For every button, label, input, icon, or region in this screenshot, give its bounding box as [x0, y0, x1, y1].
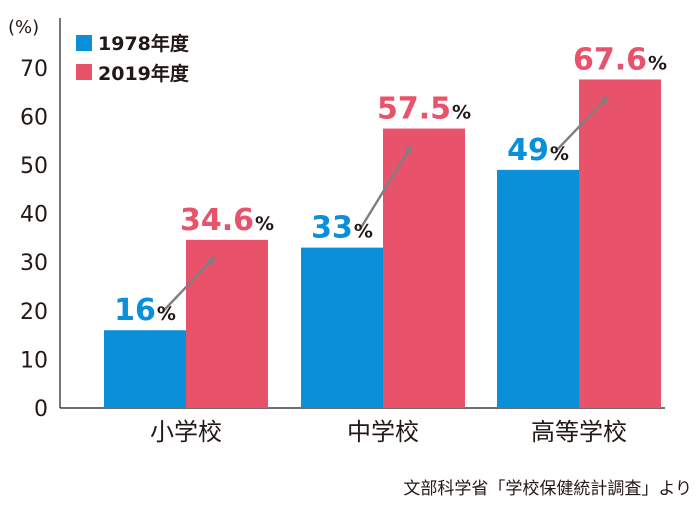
- y-tick-label: 30: [20, 251, 48, 276]
- y-unit-label: (%): [8, 17, 39, 38]
- y-axis: 0 10 20 30 40 50 60 70: [20, 18, 665, 422]
- legend-label-2019: 2019年度: [98, 62, 190, 85]
- category-labels: 小学校 中学校 高等学校: [150, 418, 627, 446]
- bar-0-1: [301, 247, 383, 408]
- source-note: 文部科学省「学校保健統計調査」より: [403, 479, 692, 499]
- legend-label-1978: 1978年度: [98, 32, 190, 55]
- data-label-percent: %: [354, 221, 373, 243]
- data-label-percent: %: [157, 303, 176, 325]
- category-label: 小学校: [150, 418, 222, 446]
- data-label: 49%: [507, 133, 569, 168]
- category-label: 中学校: [347, 418, 419, 446]
- bar-1-2: [579, 79, 661, 409]
- data-labels: 16%34.6% 33%57.5%49%67.6%: [114, 42, 667, 328]
- data-label-number: 33: [311, 211, 353, 246]
- data-label-percent: %: [255, 213, 274, 235]
- legend: 1978年度 2019年度: [76, 32, 190, 85]
- data-label-number: 49: [507, 133, 549, 168]
- legend-swatch-1978: [76, 35, 92, 51]
- data-label: 34.6%: [180, 203, 274, 238]
- bars: [104, 79, 661, 409]
- data-label: 33%: [311, 211, 373, 246]
- bar-0-2: [497, 169, 579, 408]
- arrows: [163, 96, 609, 312]
- data-label: 16%: [114, 293, 176, 328]
- data-label-percent: %: [452, 102, 471, 124]
- increase-arrow: [556, 96, 609, 151]
- y-tick-label: 0: [34, 397, 48, 422]
- y-tick-label: 50: [20, 154, 48, 179]
- bar-0-0: [104, 330, 186, 408]
- y-tick-label: 70: [20, 57, 48, 82]
- y-tick-label: 20: [20, 300, 48, 325]
- category-label: 高等学校: [531, 418, 627, 446]
- y-tick-label: 40: [20, 203, 48, 228]
- increase-arrow: [359, 144, 413, 229]
- data-label: 57.5%: [377, 92, 471, 127]
- data-label: 67.6%: [573, 42, 667, 77]
- y-tick-label: 10: [20, 348, 48, 373]
- legend-swatch-2019: [76, 64, 92, 80]
- data-label-number: 16: [114, 293, 156, 328]
- increase-arrow: [163, 256, 216, 312]
- y-tick-label: 60: [20, 105, 48, 130]
- bar-1-1: [383, 128, 465, 409]
- data-label-number: 34.6: [180, 203, 254, 238]
- data-label-number: 67.6: [573, 42, 647, 77]
- bar-1-0: [186, 239, 268, 408]
- data-label-percent: %: [648, 52, 667, 74]
- data-label-percent: %: [550, 143, 569, 165]
- data-label-number: 57.5: [377, 92, 451, 127]
